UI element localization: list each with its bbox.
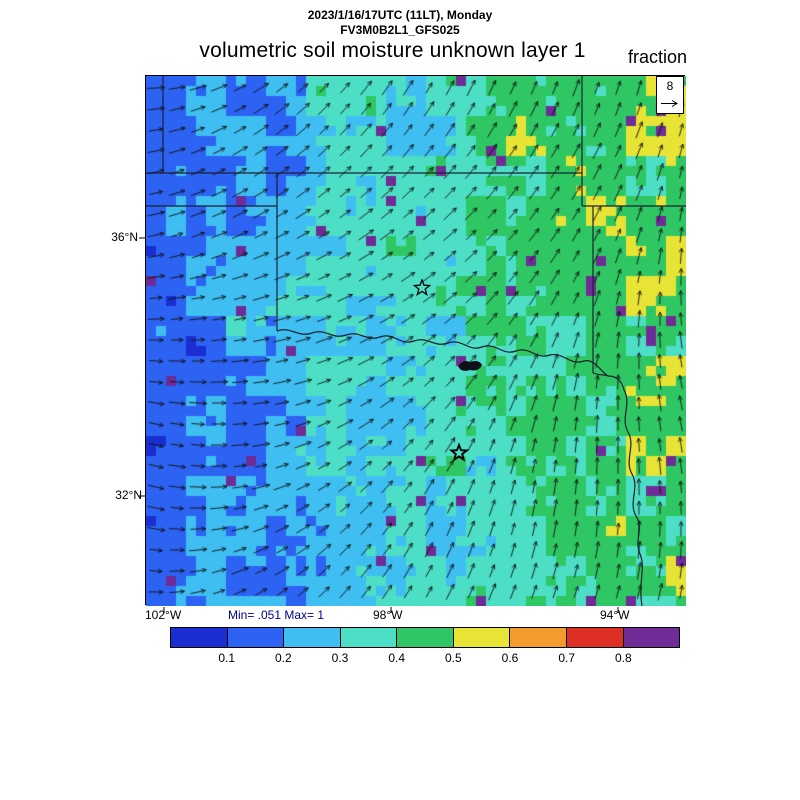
lon-label-98w: 98°W bbox=[373, 608, 403, 622]
colorbar-segment bbox=[170, 627, 228, 648]
colorbar-tick-label: 0.7 bbox=[558, 651, 575, 665]
colorbar-segment bbox=[396, 627, 454, 648]
colorbar-tick-label: 0.1 bbox=[218, 651, 235, 665]
model-id: FV3M0B2L1_GFS025 bbox=[340, 23, 460, 37]
colorbar-tick-label: 0.3 bbox=[331, 651, 349, 665]
colorbar-segment bbox=[339, 627, 398, 648]
colorbar-tick-label: 0.6 bbox=[501, 651, 519, 665]
lon-label-94w: 94°W bbox=[600, 608, 630, 622]
colorbar-segment bbox=[509, 627, 567, 648]
axis-ticks bbox=[139, 237, 619, 613]
red-river bbox=[276, 329, 609, 377]
colorbar-tick-label: 0.8 bbox=[614, 651, 632, 665]
valid-time: 2023/1/16/17UTC (11LT), Monday bbox=[307, 8, 493, 22]
colorbar-tick-label: 0.2 bbox=[274, 651, 292, 665]
lat-label-36n: 36°N bbox=[111, 230, 138, 244]
reference-vector: 8 bbox=[656, 76, 684, 114]
minmax-stats: Min= .051 Max= 1 bbox=[228, 608, 325, 622]
lat-label-32n: 32°N bbox=[115, 488, 142, 502]
colorbar-tick-label: 0.4 bbox=[388, 651, 405, 665]
map-panel: 8 bbox=[139, 75, 686, 613]
colorbar-segment bbox=[226, 627, 285, 648]
colorbar-segment bbox=[283, 627, 341, 648]
state-borders bbox=[146, 76, 686, 607]
reference-arrow-icon bbox=[661, 100, 678, 107]
city-star-marker-dfw bbox=[450, 444, 468, 461]
plot-title: volumetric soil moisture unknown layer 1 bbox=[199, 39, 586, 62]
lake-marker bbox=[458, 361, 482, 371]
colorbar-segment bbox=[452, 627, 511, 648]
city-star-marker-okc bbox=[413, 279, 431, 296]
lon-label-102w: 102°W bbox=[145, 608, 182, 622]
colorbar-segment bbox=[565, 627, 624, 648]
colorbar-segment bbox=[622, 627, 681, 648]
colorbar-labels: 0.1 0.2 0.3 0.4 0.5 0.6 0.7 0.8 bbox=[170, 651, 680, 666]
colorbar-tick-label: 0.5 bbox=[444, 651, 462, 665]
units-label: fraction bbox=[627, 47, 687, 67]
reference-vector-value: 8 bbox=[666, 79, 674, 93]
border-tx-ar-la bbox=[592, 372, 643, 607]
map-overlay bbox=[139, 76, 686, 613]
colorbar bbox=[170, 627, 681, 648]
